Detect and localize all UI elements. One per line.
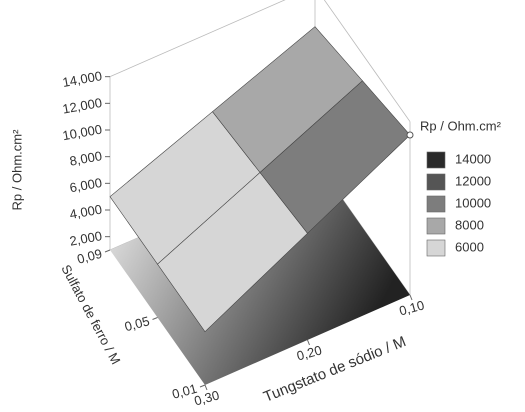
legend-swatch (426, 239, 446, 257)
x-tick-label: 0,10 (398, 297, 426, 318)
y-axis-title: Sulfato de ferro / M (58, 262, 123, 367)
y-tick-label: 0,05 (123, 313, 151, 334)
y-tick (199, 384, 206, 388)
x-tick-label: 0,30 (193, 387, 221, 408)
legend-label: 12000 (455, 173, 491, 188)
z-tick-label: 8,000 (68, 148, 103, 168)
z-tick-label: 2,000 (68, 228, 103, 248)
legend-swatch (426, 151, 446, 169)
legend-title: Rp / Ohm.cm² (420, 118, 502, 133)
z-tick-label: 10,000 (61, 122, 103, 144)
z-tick-label: 12,000 (61, 95, 103, 117)
legend-label: 6000 (455, 239, 484, 254)
legend-swatch (426, 173, 446, 191)
z-tick-label: 4,000 (68, 202, 103, 222)
z-tick-label: 6,000 (68, 175, 103, 195)
y-tick-label: 0,01 (170, 381, 198, 402)
z-tick-label: 14,000 (61, 68, 103, 90)
box-edge (323, 0, 411, 122)
x-tick (409, 294, 413, 301)
legend-label: 10000 (455, 195, 491, 210)
surface-patch (259, 80, 411, 234)
corner-dot (406, 131, 414, 139)
x-tick (204, 384, 208, 391)
box-edge (109, 0, 286, 78)
x-tick (307, 339, 310, 346)
y-tick (104, 249, 111, 253)
legend-swatch (426, 195, 446, 213)
z-axis-title: Rp / Ohm.cm² (9, 129, 24, 211)
y-tick-label: 0,09 (75, 246, 103, 267)
legend-label: 14000 (455, 151, 491, 166)
legend-label: 8000 (455, 217, 484, 232)
y-tick (152, 317, 158, 320)
x-tick-label: 0,20 (295, 342, 323, 363)
legend-swatch (426, 217, 446, 235)
